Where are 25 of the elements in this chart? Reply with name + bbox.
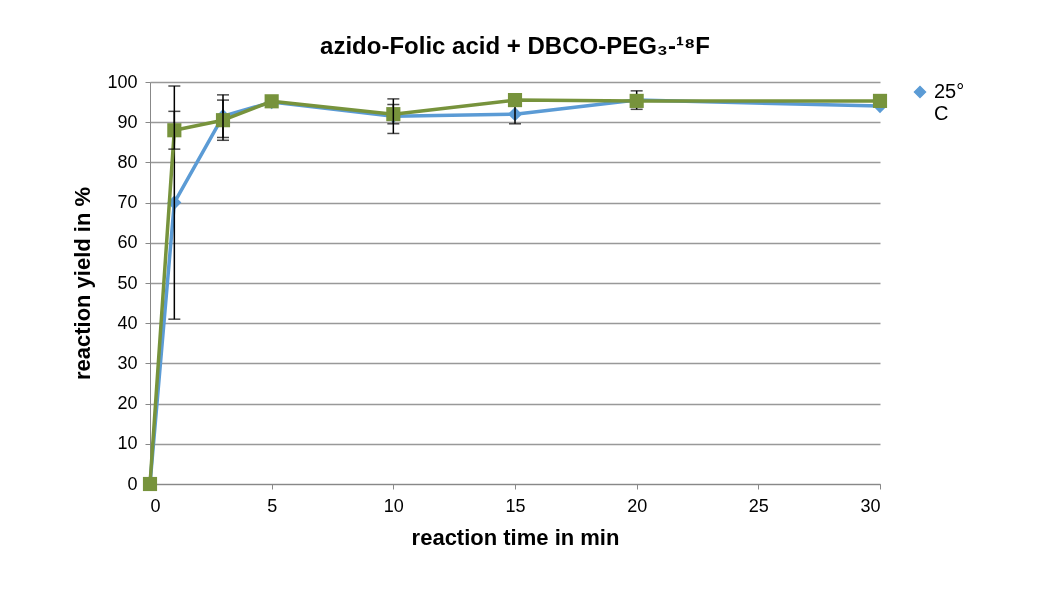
x-tick-label: 30 <box>860 495 881 516</box>
y-tick-label: 0 <box>127 473 138 494</box>
y-tick-label: 80 <box>117 151 138 172</box>
x-tick-label: 25 <box>748 495 769 516</box>
x-tick-label: 15 <box>505 495 526 516</box>
legend-label: 25° C <box>934 80 965 124</box>
y-tick-label: 50 <box>117 272 138 293</box>
y-tick-label: 20 <box>117 393 138 414</box>
y-tick-label: 10 <box>117 433 138 454</box>
x-axis-title: reaction time in min <box>411 524 620 550</box>
y-tick-label: 100 <box>107 71 138 92</box>
point <box>872 93 888 108</box>
y-tick-label: 70 <box>117 192 138 213</box>
chart-title: azido-Folic acid + DBCO-PEG₃-¹⁸F <box>320 32 710 59</box>
y-tick-label: 60 <box>117 232 138 253</box>
y-axis-title: reaction yield in % <box>70 186 96 381</box>
y-tick-label: 40 <box>117 312 138 333</box>
y-tick-label: 30 <box>117 352 138 373</box>
x-tick-label: 20 <box>627 495 648 516</box>
point <box>507 93 523 108</box>
point <box>167 123 182 138</box>
x-tick-label: 5 <box>267 495 278 516</box>
x-tick-label: 0 <box>150 495 161 516</box>
y-tick-label: 90 <box>117 111 138 132</box>
x-tick-label: 10 <box>383 495 404 516</box>
